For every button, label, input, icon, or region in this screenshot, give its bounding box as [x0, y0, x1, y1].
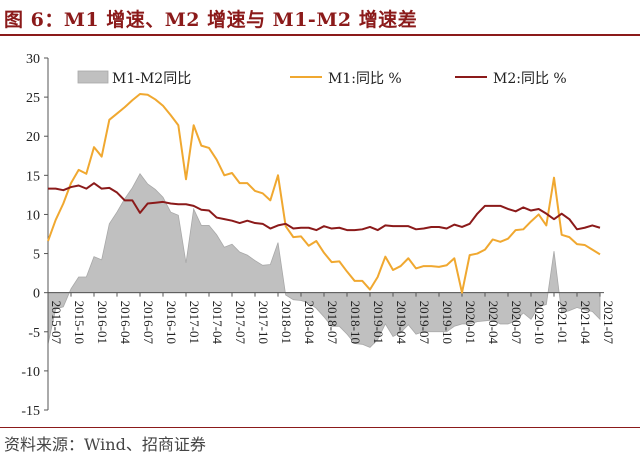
- x-tick-label: 2020-10: [532, 301, 547, 344]
- series-line-m1: [47, 92, 601, 294]
- chart-title: 图 6：M1 增速、M2 增速与 M1-M2 增速差: [4, 9, 418, 31]
- x-tick-label: 2021-07: [601, 301, 616, 345]
- y-tick-label: 0: [33, 287, 40, 302]
- x-tick-label: 2020-04: [486, 301, 501, 345]
- legend: M1-M2同比 M1:同比 % M2:同比 %: [77, 70, 567, 87]
- source-divider: [0, 427, 640, 428]
- legend-swatch-area: [77, 70, 109, 84]
- x-tick-label: 2017-10: [256, 301, 271, 344]
- x-tick-label: 2020-01: [463, 301, 478, 344]
- y-tick-label: 30: [26, 52, 40, 67]
- x-tick-label: 2021-04: [578, 301, 593, 345]
- legend-label: M1:同比 %: [328, 71, 402, 87]
- x-tick-label: 2016-07: [141, 301, 156, 345]
- x-tick-label: 2018-07: [325, 301, 340, 345]
- series-line-m2: [48, 182, 601, 232]
- x-tick-label: 2015-07: [49, 301, 64, 345]
- legend-label: M1-M2同比: [112, 71, 191, 87]
- y-tick-label: 15: [26, 169, 40, 184]
- x-tick-label: 2020-07: [509, 301, 524, 345]
- source-note: 资料来源：Wind、招商证券: [4, 435, 206, 454]
- x-tick-label: 2019-10: [440, 301, 455, 344]
- x-tick-label: 2021-01: [555, 301, 570, 344]
- x-tick-label: 2019-07: [417, 301, 432, 345]
- y-tick-label: 25: [26, 91, 40, 106]
- y-tick-label: 5: [33, 248, 40, 263]
- line-layer: [47, 92, 601, 294]
- series-area-m1-m2: [47, 173, 601, 348]
- x-tick-label: 2019-01: [371, 301, 386, 344]
- x-tick-label: 2016-01: [95, 301, 110, 344]
- x-tick-label: 2019-04: [394, 301, 409, 345]
- x-tick-label: 2016-04: [118, 301, 133, 345]
- legend-label: M2:同比 %: [493, 71, 567, 87]
- x-tick-label: 2017-01: [187, 301, 202, 344]
- y-tick-label: -10: [21, 365, 40, 380]
- axis-layer: 30 25 20 15 10 5 0 -5 -10 -15 2015-07 2015-10 2016-0…: [21, 52, 616, 419]
- chart: 30 25 20 15 10 5 0 -5 -10 -15 2015-07 2015-10 2016-0…: [21, 52, 616, 419]
- y-tick-label: -5: [28, 326, 40, 341]
- x-tick-label: 2015-10: [72, 301, 87, 344]
- title-underline: [0, 34, 640, 36]
- y-tick-label: 10: [26, 208, 40, 223]
- x-tick-label: 2018-10: [348, 301, 363, 344]
- title-bar: 图 6：M1 增速、M2 增速与 M1-M2 增速差: [0, 0, 640, 36]
- x-tick-label: 2017-07: [233, 301, 248, 345]
- x-tick-label: 2018-01: [279, 301, 294, 344]
- x-tick-label: 2016-10: [164, 301, 179, 344]
- y-tick-label: -15: [21, 404, 40, 419]
- x-tick-label: 2017-04: [210, 301, 225, 345]
- y-tick-label: 20: [26, 130, 40, 145]
- x-tick-label: 2018-04: [302, 301, 317, 345]
- area-layer: [47, 173, 601, 348]
